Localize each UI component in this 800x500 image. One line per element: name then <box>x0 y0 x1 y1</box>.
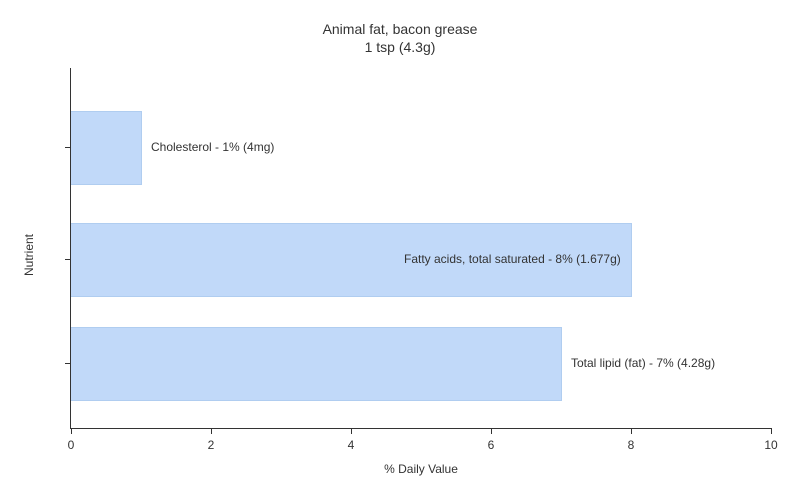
bar-label: Total lipid (fat) - 7% (4.28g) <box>571 356 715 370</box>
plot-area: Nutrient % Daily Value 0246810Cholestero… <box>70 68 771 429</box>
chart-title-block: Animal fat, bacon grease 1 tsp (4.3g) <box>0 20 800 56</box>
x-tick <box>71 428 72 434</box>
y-tick <box>65 363 71 364</box>
x-tick <box>491 428 492 434</box>
x-tick-label: 10 <box>764 438 777 452</box>
x-tick <box>631 428 632 434</box>
x-tick <box>351 428 352 434</box>
x-tick-label: 0 <box>68 438 75 452</box>
bar-label: Cholesterol - 1% (4mg) <box>151 140 274 154</box>
chart-title-line1: Animal fat, bacon grease <box>0 20 800 38</box>
x-tick <box>211 428 212 434</box>
bar <box>71 111 142 185</box>
y-axis-label: Nutrient <box>22 234 36 276</box>
chart-container: Animal fat, bacon grease 1 tsp (4.3g) Nu… <box>0 0 800 500</box>
x-tick-label: 4 <box>348 438 355 452</box>
x-tick-label: 6 <box>488 438 495 452</box>
y-tick <box>65 259 71 260</box>
y-tick <box>65 147 71 148</box>
x-tick-label: 8 <box>628 438 635 452</box>
x-tick-label: 2 <box>208 438 215 452</box>
bar-label: Fatty acids, total saturated - 8% (1.677… <box>404 252 621 266</box>
chart-title-line2: 1 tsp (4.3g) <box>0 38 800 56</box>
x-tick <box>771 428 772 434</box>
bar <box>71 327 562 401</box>
x-axis-label: % Daily Value <box>384 462 458 476</box>
